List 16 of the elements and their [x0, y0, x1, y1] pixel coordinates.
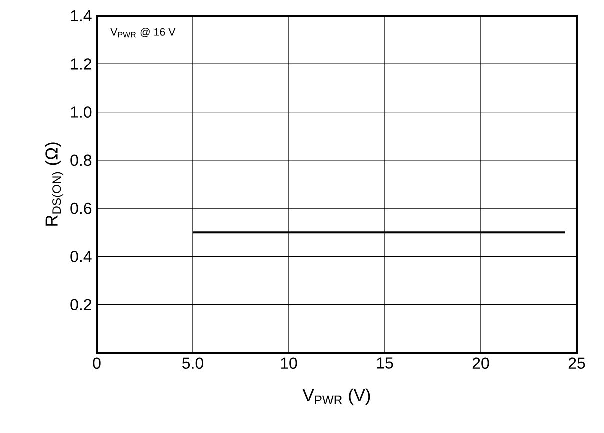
x-tick-label: 5.0: [182, 358, 204, 370]
y-tick-label: 0.8: [70, 154, 92, 166]
y-axis-title: R$_{DS(ON)}$ (Ω): [45, 142, 64, 226]
y-tick-label: 1.0: [71, 106, 92, 118]
x-tick-label: 0: [93, 358, 101, 370]
y-tick-label: 0.4: [70, 251, 92, 262]
x-tick-label: 25: [568, 358, 586, 370]
x-tick-label: 15: [377, 358, 394, 369]
y-tick-label: 1.4: [71, 10, 92, 22]
y-tick-label: 1.2: [71, 58, 92, 70]
x-axis-title: V$_{PWR}$ (V): [302, 388, 370, 406]
y-tick-label: 0.2: [70, 299, 92, 311]
x-tick-label: 10: [281, 358, 298, 370]
annotation: V$_{PWR}$ @ 16 V: [110, 28, 176, 38]
x-tick-label: 20: [472, 358, 490, 370]
y-tick-label: 0.6: [70, 202, 92, 214]
